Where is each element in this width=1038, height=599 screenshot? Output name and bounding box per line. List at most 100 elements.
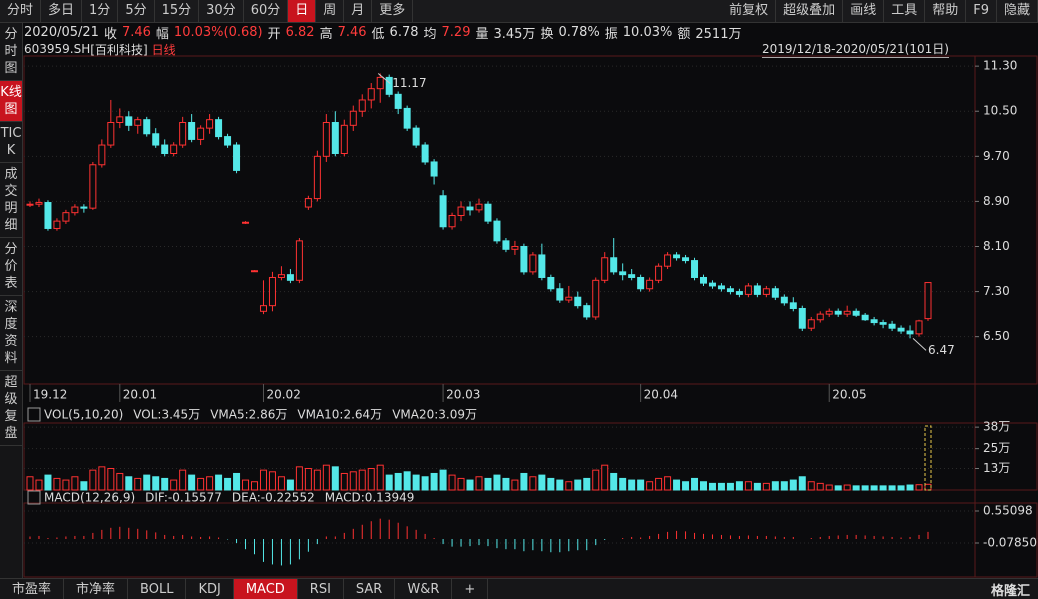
legend-icon <box>27 407 41 422</box>
volume-bar <box>538 474 546 491</box>
candle-body <box>744 285 752 295</box>
info-value: 7.29 <box>441 24 471 40</box>
legend-icon <box>27 490 41 505</box>
tool-button[interactable]: F9 <box>966 0 997 22</box>
indicator-tab[interactable]: SAR <box>344 579 396 599</box>
candle-body <box>268 276 276 307</box>
indicator-tab[interactable]: + <box>452 579 489 599</box>
indicator-tab[interactable]: KDJ <box>186 579 234 599</box>
tool-button[interactable]: 画线 <box>843 0 885 22</box>
candle-body <box>556 288 564 301</box>
info-value: 7.46 <box>337 24 367 40</box>
indicator-tab[interactable]: 市盈率 <box>0 579 65 599</box>
period-tab[interactable]: 更多 <box>372 0 414 22</box>
tool-button[interactable]: 工具 <box>884 0 926 22</box>
candle-body <box>259 305 267 312</box>
candle-body <box>726 288 734 293</box>
candle-body <box>475 203 483 211</box>
period-tab[interactable]: 60分 <box>244 0 289 22</box>
candle-body <box>583 305 591 318</box>
period-tab[interactable]: 日 <box>288 0 317 22</box>
candle-body <box>682 257 690 262</box>
indicator-tab[interactable]: W&R <box>395 579 453 599</box>
volume-bar <box>556 479 564 491</box>
volume-bar <box>619 477 627 491</box>
candle-body <box>152 133 160 146</box>
y-tick-label: 11.30 <box>983 59 1017 73</box>
side-tab[interactable]: 分时图 <box>0 23 22 81</box>
candle-body <box>242 221 250 224</box>
period-tab[interactable]: 周 <box>316 0 345 22</box>
sidebar: 分时图 K线图 TICK 成交明细 分价表 深度资料 超级复盘 <box>0 23 23 578</box>
candle-body <box>780 296 788 304</box>
legend-item: VMA5:2.86万 <box>210 408 287 422</box>
volume-bar <box>691 477 699 491</box>
y-tick-label: 9.70 <box>983 149 1010 163</box>
volume-bar <box>89 469 97 491</box>
tool-button[interactable]: 隐藏 <box>997 0 1038 22</box>
candle-body <box>277 274 285 278</box>
period-tab[interactable]: 30分 <box>199 0 244 22</box>
volume-bar <box>771 481 779 491</box>
x-tick-label: 20.01 <box>123 388 157 402</box>
side-tab[interactable]: 成交明细 <box>0 163 22 238</box>
indicator-tab[interactable]: BOLL <box>128 579 187 599</box>
info-label: 换 <box>540 26 554 42</box>
tool-button[interactable]: 超级叠加 <box>776 0 844 22</box>
volume-bar <box>475 476 483 491</box>
period-tab[interactable]: 分时 <box>0 0 42 22</box>
candle-body <box>861 314 869 321</box>
candle-body <box>71 206 79 214</box>
candle-body <box>691 260 699 278</box>
volume-bar <box>394 472 402 491</box>
volume-bar <box>825 484 833 491</box>
volume-bar <box>843 484 851 491</box>
period-tab[interactable]: 5分 <box>118 0 155 22</box>
candle-body <box>610 257 618 273</box>
tool-button[interactable]: 前复权 <box>722 0 777 22</box>
indicator-tab[interactable]: MACD <box>233 579 298 599</box>
candle-body <box>511 245 519 250</box>
y-tick-label: 8.90 <box>983 194 1010 208</box>
side-tab[interactable]: 超级复盘 <box>0 371 22 446</box>
period-tab[interactable]: 15分 <box>155 0 200 22</box>
volume-bar <box>233 472 241 491</box>
volume-bar <box>852 485 860 491</box>
side-tab[interactable]: K线图 <box>0 81 22 122</box>
candle-body <box>358 99 366 112</box>
candle-body <box>771 288 779 298</box>
volume-bar <box>161 477 169 491</box>
tool-button[interactable]: 帮助 <box>925 0 967 22</box>
volume-bar <box>358 469 366 491</box>
candle-body <box>233 144 241 171</box>
indicator-tab[interactable]: RSI <box>298 579 344 599</box>
candle-body <box>816 313 824 321</box>
legend-item: VMA10:2.64万 <box>297 408 382 422</box>
side-tab[interactable]: 分价表 <box>0 238 22 296</box>
volume-bar <box>547 477 555 491</box>
volume-bar <box>834 485 842 491</box>
y-tick-label: 25万 <box>983 441 1010 455</box>
volume-bar <box>421 476 429 491</box>
indicator-tab[interactable]: 市净率 <box>64 579 129 599</box>
side-tab[interactable]: 深度资料 <box>0 296 22 371</box>
info-value: 7.46 <box>121 24 151 40</box>
candle-body <box>116 116 124 124</box>
y-tick-label: 7.30 <box>983 284 1010 298</box>
volume-bar <box>735 481 743 491</box>
volume-bar <box>700 481 707 491</box>
volume-bar <box>511 479 519 491</box>
volume-bar <box>107 467 115 491</box>
candle-body <box>349 110 357 126</box>
volume-bar <box>870 485 878 491</box>
candle-body <box>834 310 842 315</box>
y-tick-label: 10.50 <box>983 104 1017 118</box>
volume-bar <box>502 477 510 491</box>
candle-body <box>98 144 106 166</box>
candle-body <box>852 310 860 316</box>
period-tab[interactable]: 1分 <box>82 0 119 22</box>
period-tab[interactable]: 月 <box>344 0 373 22</box>
side-tab[interactable]: TICK <box>0 122 22 163</box>
period-tab[interactable]: 多日 <box>41 0 83 22</box>
volume-bar <box>673 479 681 491</box>
